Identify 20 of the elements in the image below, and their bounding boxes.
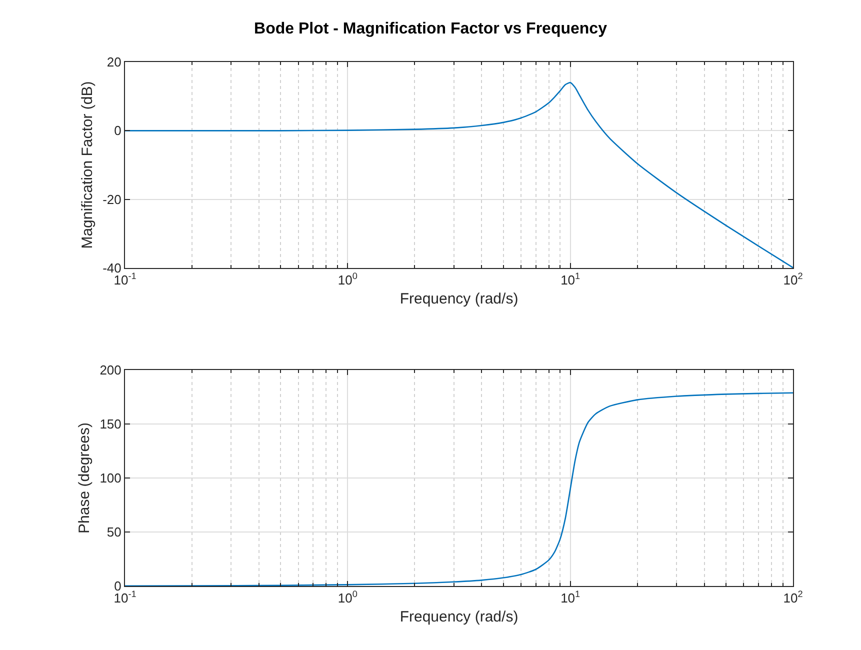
x-tick-label: 10$^{2}$ [783,589,803,606]
x-tick-label: 10$^{1}$ [560,271,580,288]
y-tick-label: 100 [100,470,122,486]
x-tick-label: 10$^{2}$ [783,271,803,288]
y-tick-label: -40 [102,260,122,276]
chart-title: Bode Plot - Magnification Factor vs Frequency [254,20,608,38]
y-tick-label: 150 [100,416,122,432]
y-axis-title: Phase (degrees) [76,422,93,534]
x-tick-label: 10$^{0}$ [338,271,358,288]
y-tick-label: 0 [114,578,122,594]
x-tick-label: 10$^{1}$ [560,589,580,606]
x-axis-title: Frequency (rad/s) [400,608,518,626]
y-axis-title: Magnification Factor (dB) [78,81,96,249]
y-tick-label: 50 [106,524,122,540]
y-tick-label: 200 [100,362,122,378]
y-tick-label: 0 [114,123,122,138]
x-axis-title: Frequency (rad/s) [400,290,518,308]
y-tick-label: 20 [106,54,122,70]
y-tick-label: -20 [102,192,122,207]
x-tick-label: 10$^{0}$ [338,589,358,606]
